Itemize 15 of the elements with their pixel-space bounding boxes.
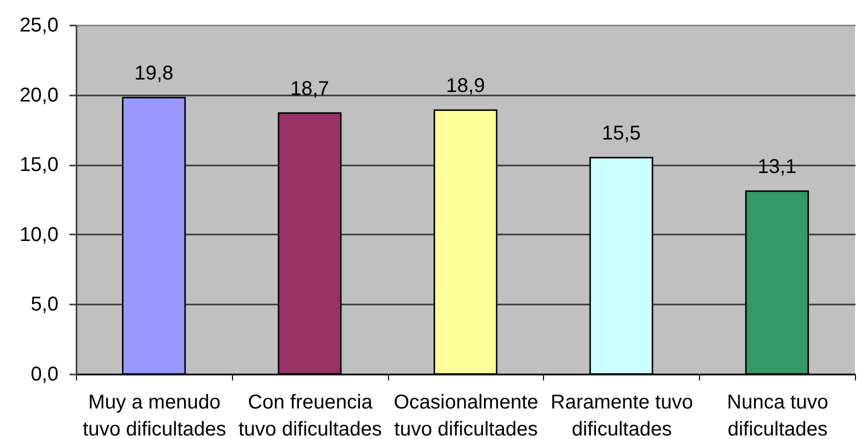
y-tick-label: 0,0: [30, 364, 58, 386]
x-tick-label: Ocasionalmente tuvo dificultades: [394, 392, 538, 439]
y-tick-label: 20,0: [20, 84, 58, 106]
data-label: 18,9: [446, 75, 485, 98]
data-label: 15,5: [602, 122, 641, 145]
y-tick-label: 15,0: [20, 154, 58, 176]
x-tick-label: Con freuencia tuvo dificultades: [238, 392, 382, 439]
y-tick-label: 10,0: [20, 224, 58, 246]
x-tick-label: Muy a menudo tuvo dificultades: [82, 392, 226, 439]
y-tick-label: 25,0: [20, 14, 58, 36]
data-label: 19,8: [134, 62, 174, 85]
y-tick-label: 5,0: [30, 294, 58, 316]
data-label: 18,7: [290, 78, 330, 100]
x-tick-label: Nunca tuvo dificultades: [727, 392, 828, 439]
x-tick-label: Raramente tuvo dificultades: [550, 392, 693, 439]
